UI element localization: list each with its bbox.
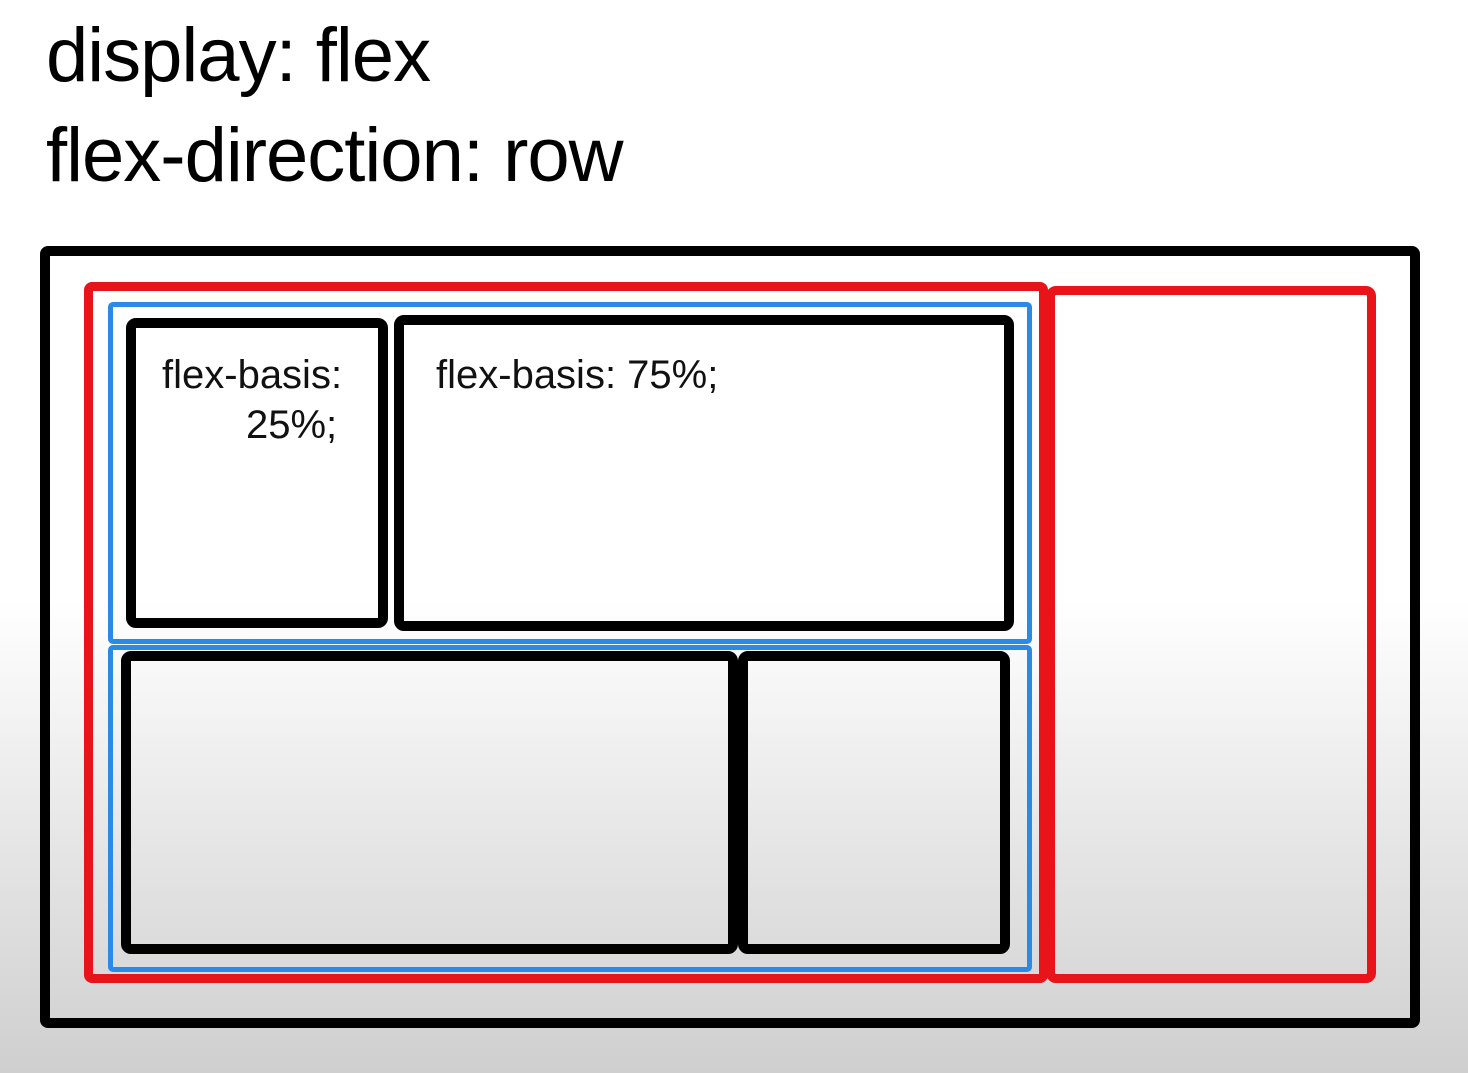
blue-row-bottom xyxy=(108,645,1032,972)
heading-display: display: flex xyxy=(46,13,431,98)
heading-flex-direction: flex-direction: row xyxy=(46,113,624,198)
blue-row-top xyxy=(108,302,1032,644)
flex-item-75 xyxy=(394,315,1014,631)
flex-container-outer xyxy=(40,246,1420,1028)
flex-item-25 xyxy=(126,318,388,628)
flex-basis-25-label-line1: flex-basis: xyxy=(162,353,343,397)
red-column-left xyxy=(84,282,1048,983)
flex-basis-25-label-line2: 25%; xyxy=(246,403,338,447)
flex-basis-75-label: flex-basis: 75%; xyxy=(436,353,719,397)
flex-item-bottom-left xyxy=(121,651,738,954)
flex-item-bottom-right xyxy=(738,651,1010,954)
red-column-right xyxy=(1046,286,1376,983)
